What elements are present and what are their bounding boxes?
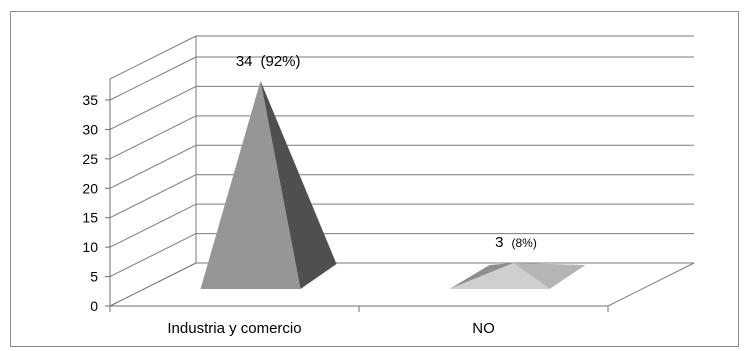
grid-layer [109,35,695,307]
side-wall-top-edge [109,35,197,80]
gridline-side-6 [109,85,197,130]
y-tick-label-4: 20 [82,180,98,196]
bars-layer [200,80,586,289]
data-label-percent-0: (92%) [261,53,301,70]
y-tick-label-3: 15 [82,210,98,226]
pyramid-side-1 [513,263,586,289]
chart-floor [109,262,695,307]
y-tick-label-0: 0 [90,298,98,314]
gridline-side-7 [109,56,197,101]
pyramid-front-0 [200,80,301,289]
y-tick-label-2: 10 [82,239,98,255]
gridline-side-1 [109,233,197,278]
x-category-label-0: Industria y comercio [167,320,301,337]
data-label-value-1: 3 [495,234,503,251]
data-label-value-0: 34 [236,53,253,70]
axis-layer: 0 5 10 15 20 25 30 35 Industria y comercio NO [82,92,609,337]
pyramid-side-0 [260,80,337,289]
data-label-percent-1: (8%) [512,236,537,250]
y-tick-label-1: 5 [90,269,98,285]
chart-frame [10,11,739,347]
y-tick-label-5: 25 [82,151,98,167]
y-tick-label-7: 35 [82,92,98,108]
gridline-side-4 [109,144,197,189]
pyramid-front-1 [449,263,550,289]
x-category-label-1: NO [472,320,495,337]
y-tick-label-6: 30 [82,121,98,137]
labels-layer: 34 (92%) 3 (8%) [236,53,537,251]
gridline-side-3 [109,174,197,219]
gridline-side-5 [109,115,197,160]
gridline-side-2 [109,203,197,248]
